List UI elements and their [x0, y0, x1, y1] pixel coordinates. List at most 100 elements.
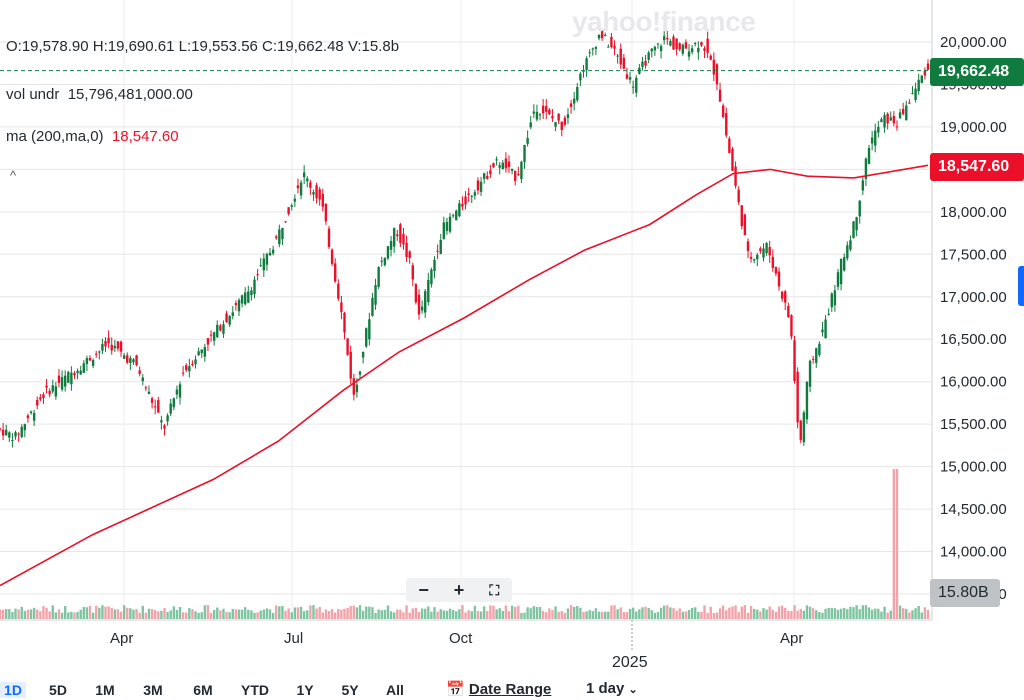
volume-bar — [107, 606, 110, 619]
range-1d[interactable]: 1D — [0, 682, 26, 698]
candle-body — [439, 239, 442, 254]
volume-bar — [613, 605, 616, 619]
range-5d[interactable]: 5D — [49, 682, 67, 698]
interval-select[interactable]: 1 day ⌄ — [586, 680, 638, 697]
volume-bar — [563, 612, 567, 619]
candle-body — [721, 105, 725, 117]
candle-body — [340, 302, 343, 312]
volume-bar — [411, 608, 414, 619]
candle-body — [45, 385, 48, 388]
volume-bar — [228, 612, 231, 619]
candle-body — [172, 398, 176, 408]
candle-body — [737, 189, 740, 203]
candle-body — [855, 217, 858, 231]
candle-body — [613, 45, 616, 49]
volume-bar — [203, 605, 207, 619]
candle-body — [247, 291, 250, 303]
candle-body — [231, 312, 234, 316]
candle-body — [1, 429, 5, 436]
volume-bar — [489, 605, 492, 619]
candle-body — [777, 271, 781, 287]
volume-bar — [523, 612, 526, 619]
volume-bar — [343, 608, 346, 619]
volume-bar — [591, 611, 595, 619]
volume-bar — [464, 612, 467, 619]
range-1m[interactable]: 1M — [95, 682, 115, 698]
candle-body — [352, 378, 356, 395]
candle-body — [321, 193, 324, 207]
range-ytd[interactable]: YTD — [241, 682, 269, 698]
volume-bar — [54, 612, 58, 619]
candle-body — [191, 363, 194, 366]
candle-body — [740, 205, 743, 227]
candle-body — [849, 240, 852, 250]
candle-body — [687, 51, 691, 57]
volume-bar — [504, 605, 508, 619]
y-tick-label: 15,500.00 — [940, 416, 1007, 433]
volume-bar — [470, 611, 473, 619]
candle-body — [240, 295, 244, 304]
candle-body — [178, 384, 182, 398]
volume-bar — [250, 610, 253, 619]
volume-bar — [427, 606, 430, 619]
candle-body — [799, 420, 802, 440]
zoom-out-button[interactable]: − — [418, 580, 429, 600]
volume-bar — [678, 608, 681, 619]
candle-body — [237, 299, 241, 312]
volume-bar — [340, 609, 343, 619]
zoom-in-button[interactable]: + — [453, 580, 465, 600]
candle-body — [548, 109, 551, 115]
candle-body — [209, 334, 213, 336]
side-panel-handle[interactable] — [1018, 266, 1024, 306]
range-3m[interactable]: 3M — [143, 682, 163, 698]
range-1y[interactable]: 1Y — [296, 682, 314, 698]
volume-bar — [666, 605, 669, 619]
candle-body — [771, 256, 775, 268]
volume-bar — [358, 605, 362, 619]
candle-body — [489, 170, 492, 175]
fullscreen-icon[interactable]: ⛶ — [489, 582, 500, 598]
collapse-indicators-icon[interactable]: ^ — [10, 168, 17, 183]
volume-bar — [14, 608, 17, 619]
volume-bar — [659, 607, 663, 619]
candle-body — [833, 290, 837, 306]
candle-body — [132, 359, 135, 363]
candle-body — [36, 399, 39, 406]
candle-body — [333, 263, 337, 282]
candle-body — [607, 46, 610, 48]
range-all[interactable]: All — [386, 682, 404, 698]
volume-bar — [57, 609, 61, 619]
candle-body — [898, 112, 902, 119]
y-tick-label: 18,000.00 — [940, 204, 1007, 221]
candle-body — [349, 351, 352, 379]
range-6m[interactable]: 6M — [193, 682, 213, 698]
volume-bar — [17, 609, 20, 619]
volume-bar — [327, 611, 331, 619]
candle-body — [306, 178, 309, 182]
volume-bar — [672, 608, 675, 619]
volume-bar — [768, 606, 771, 619]
volume-bar — [818, 612, 821, 619]
volume-bar — [681, 611, 685, 619]
candle-body — [712, 59, 716, 75]
candle-body — [318, 189, 321, 200]
ma-value: 18,547.60 — [111, 128, 179, 145]
volume-bar — [110, 607, 113, 619]
candle-body — [538, 114, 542, 116]
candle-body — [476, 180, 480, 191]
range-5y[interactable]: 5Y — [341, 682, 359, 698]
candle-body — [678, 43, 681, 50]
candle-body — [101, 344, 104, 351]
candle-body — [386, 246, 390, 259]
candle-body — [662, 36, 666, 41]
candle-body — [312, 192, 315, 195]
date-range-button[interactable]: 📅 Date Range — [446, 680, 551, 698]
candle-body — [414, 284, 418, 303]
candle-body — [54, 386, 58, 397]
volume-bar — [625, 612, 629, 619]
candle-body — [284, 221, 287, 223]
candle-body — [616, 55, 619, 57]
candle-body — [451, 215, 455, 217]
candle-body — [482, 173, 486, 179]
